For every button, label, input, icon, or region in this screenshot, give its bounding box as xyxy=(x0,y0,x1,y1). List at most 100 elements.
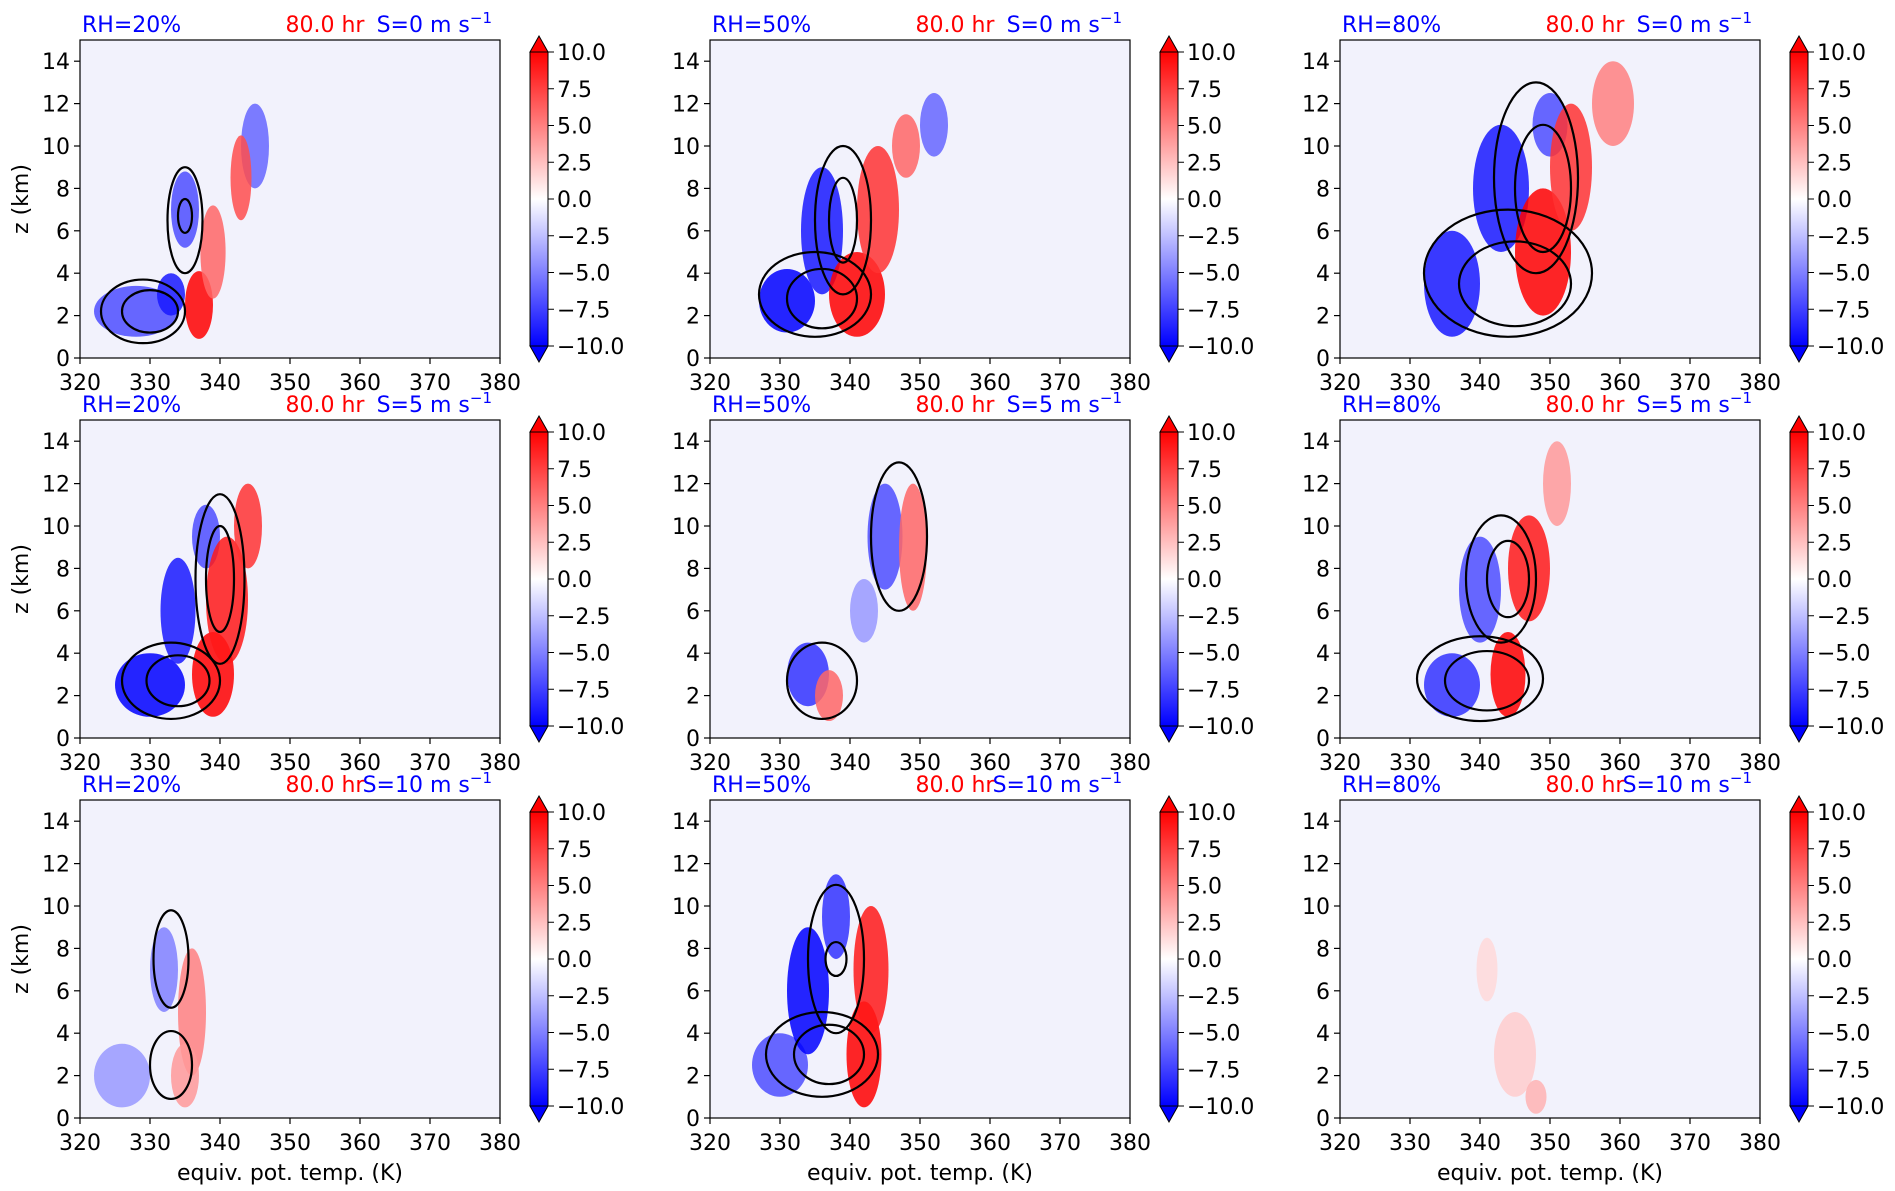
colorbar-tick-label: −5.0 xyxy=(1187,1022,1240,1047)
y-tick-label: 0 xyxy=(686,727,700,752)
subplot-1: 320 330 340 350 360 370 380 0 2 4 6 8 10 12 14 z (km) RH… xyxy=(9,9,624,396)
x-tick-label: 360 xyxy=(969,751,1011,776)
colorbar-tick-label: 7.5 xyxy=(557,458,592,483)
x-tick-label: 380 xyxy=(1739,751,1781,776)
subplot-9: 320 330 340 350 360 370 380 0 2 4 6 8 10 12 14 equiv. p… xyxy=(1302,769,1884,1186)
colorbar-tick-label: −7.5 xyxy=(557,298,610,323)
y-tick-label: 2 xyxy=(1316,305,1330,330)
y-tick-label: 10 xyxy=(42,895,70,920)
colorbar-tick-label: 5.0 xyxy=(1817,495,1852,520)
contour-line xyxy=(145,654,211,708)
x-tick-label: 370 xyxy=(1669,751,1711,776)
field-blob xyxy=(234,483,262,569)
contour-line xyxy=(1464,514,1538,644)
x-tick-label: 350 xyxy=(1529,1131,1571,1156)
rh-label: RH=20% xyxy=(82,13,181,38)
y-tick-label: 8 xyxy=(56,557,70,582)
y-axis-label: z (km) xyxy=(9,924,34,994)
shear-label-base: S=5 m s xyxy=(1637,393,1730,418)
colorbar-tick-label: 5.0 xyxy=(1187,115,1222,140)
colorbar-tick-label: 2.5 xyxy=(1817,531,1852,556)
x-tick-label: 360 xyxy=(969,371,1011,396)
y-tick-label: 6 xyxy=(1316,600,1330,625)
y-tick-label: 6 xyxy=(686,220,700,245)
colorbar-gradient xyxy=(1159,431,1179,727)
x-tick-label: 320 xyxy=(1319,751,1361,776)
x-tick-label: 380 xyxy=(1109,751,1151,776)
y-tick-label: 0 xyxy=(56,1107,70,1132)
colorbar: 10.0 7.5 5.0 2.5 0.0 −2.5 −5.0 −7.5 −10.0 xyxy=(529,34,624,364)
colorbar-gradient xyxy=(529,51,549,347)
colorbar-tick-label: −2.5 xyxy=(1817,225,1870,250)
rh-label: RH=20% xyxy=(82,773,181,798)
shear-label-base: S=5 m s xyxy=(1007,393,1100,418)
rh-label: RH=20% xyxy=(82,393,181,418)
contour-line xyxy=(764,1010,880,1098)
shaded-field xyxy=(1476,937,1547,1114)
x-tick-label: 360 xyxy=(1599,751,1641,776)
x-tick-label: 350 xyxy=(269,371,311,396)
x-tick-label: 330 xyxy=(1389,371,1431,396)
colorbar-tick-label: 0.0 xyxy=(1817,568,1852,593)
colorbar-extend-max xyxy=(1789,414,1809,433)
y-tick-label: 2 xyxy=(686,685,700,710)
subplot-7: 320 330 340 350 360 370 380 0 2 4 6 8 10 12 14 z (km) eq… xyxy=(9,769,624,1186)
shear-label-base: S=0 m s xyxy=(1637,13,1730,38)
x-tick-label: 340 xyxy=(1459,751,1501,776)
y-tick-label: 8 xyxy=(686,937,700,962)
x-tick-label: 370 xyxy=(1039,751,1081,776)
colorbar-extend-min xyxy=(1789,1105,1809,1124)
y-tick-label: 6 xyxy=(56,220,70,245)
x-tick-label: 370 xyxy=(1669,371,1711,396)
colorbar-tick-label: −5.0 xyxy=(557,642,610,667)
subplot-6: 320 330 340 350 360 370 380 0 2 4 6 8 10 12 14 RH=80% 80… xyxy=(1302,389,1884,776)
y-tick-label: 2 xyxy=(1316,1065,1330,1090)
field-blob xyxy=(801,167,843,295)
y-tick-label: 14 xyxy=(672,430,700,455)
colorbar-extend-min xyxy=(1159,725,1179,744)
colorbar-tick-label: 0.0 xyxy=(557,568,592,593)
shaded-field xyxy=(752,874,889,1108)
colorbar-tick-label: −7.5 xyxy=(1187,298,1240,323)
y-tick-label: 14 xyxy=(672,50,700,75)
colorbar-extend-max xyxy=(529,414,549,433)
colorbar-extend-min xyxy=(1789,345,1809,364)
field-blob xyxy=(1459,536,1501,643)
time-label: 80.0 hr xyxy=(1546,393,1626,418)
colorbar-extend-max xyxy=(1159,34,1179,53)
colorbar-tick-label: 7.5 xyxy=(1187,78,1222,103)
contour-line xyxy=(176,197,194,235)
field-blob xyxy=(192,504,220,569)
contour-line xyxy=(813,144,873,296)
x-tick-label: 320 xyxy=(1319,371,1361,396)
field-blob xyxy=(1543,441,1571,526)
contour-line xyxy=(99,278,187,345)
colorbar-tick-label: 10.0 xyxy=(557,801,606,826)
y-tick-label: 10 xyxy=(42,135,70,160)
colorbar-extend-min xyxy=(1789,725,1809,744)
field-blob xyxy=(899,483,927,611)
field-blob xyxy=(1476,937,1498,1002)
x-tick-label: 380 xyxy=(1109,371,1151,396)
colorbar-tick-label: 7.5 xyxy=(557,78,592,103)
colorbar-tick-label: −10.0 xyxy=(557,335,624,360)
x-tick-label: 370 xyxy=(409,751,451,776)
x-tick-label: 320 xyxy=(689,371,731,396)
y-tick-label: 0 xyxy=(686,1107,700,1132)
shaded-field xyxy=(785,461,929,722)
time-label: 80.0 hr xyxy=(286,393,366,418)
contour-line xyxy=(824,940,848,978)
contour-line xyxy=(792,1023,866,1086)
colorbar-tick-label: 2.5 xyxy=(557,911,592,936)
colorbar-tick-label: −10.0 xyxy=(1817,335,1884,360)
y-tick-label: 2 xyxy=(56,305,70,330)
time-label: 80.0 hr xyxy=(1546,773,1626,798)
rh-label: RH=80% xyxy=(1342,13,1441,38)
colorbar-tick-label: 10.0 xyxy=(1817,41,1866,66)
shear-label-exponent: −1 xyxy=(1730,389,1752,407)
colorbar-tick-label: 0.0 xyxy=(557,188,592,213)
x-tick-label: 330 xyxy=(129,1131,171,1156)
shaded-field xyxy=(1415,441,1571,723)
colorbar-tick-label: 2.5 xyxy=(557,531,592,556)
field-blob xyxy=(1490,632,1526,717)
